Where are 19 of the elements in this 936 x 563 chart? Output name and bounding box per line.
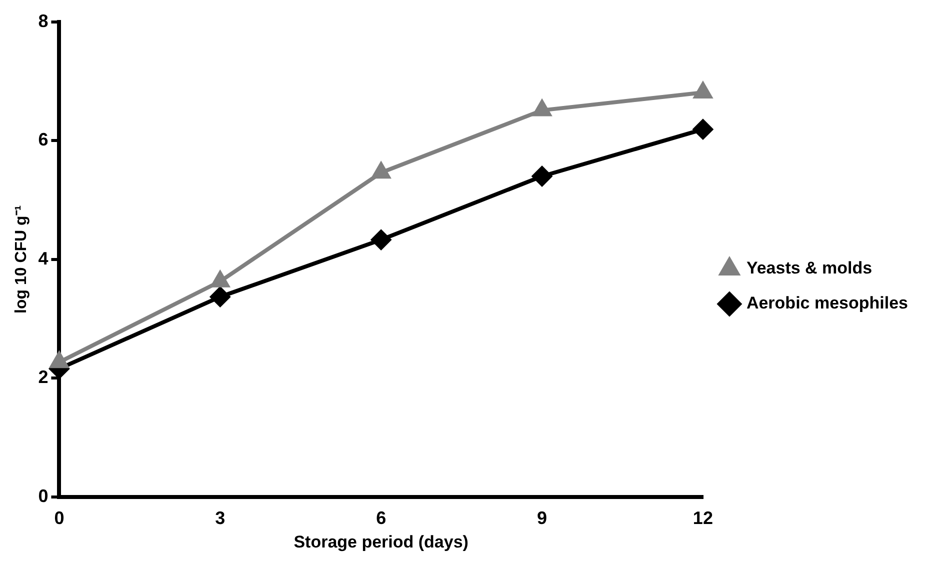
x-tick-label: 12: [692, 508, 713, 528]
x-tick-label: 6: [376, 508, 386, 528]
y-axis-title: log 10 CFU g⁻¹: [13, 205, 30, 314]
point: [371, 161, 392, 179]
x-axis-title: Storage period (days): [294, 532, 468, 552]
y-tick-label: 8: [38, 10, 48, 31]
point: [532, 98, 552, 116]
x-tick-label: 0: [54, 508, 64, 528]
point: [370, 229, 392, 250]
y-tick-label: 0: [38, 486, 48, 506]
y-tick-label: 6: [38, 130, 48, 150]
x-tick-label: 9: [537, 508, 548, 528]
y-tick-label: 4: [38, 248, 48, 268]
x-tick-label: 3: [215, 508, 226, 528]
legend-label: Yeasts & molds: [746, 258, 872, 278]
point: [210, 286, 231, 308]
legend-label: Aerobic mesophiles: [746, 294, 908, 313]
y-tick-label: 2: [38, 367, 48, 388]
point: [692, 80, 713, 98]
